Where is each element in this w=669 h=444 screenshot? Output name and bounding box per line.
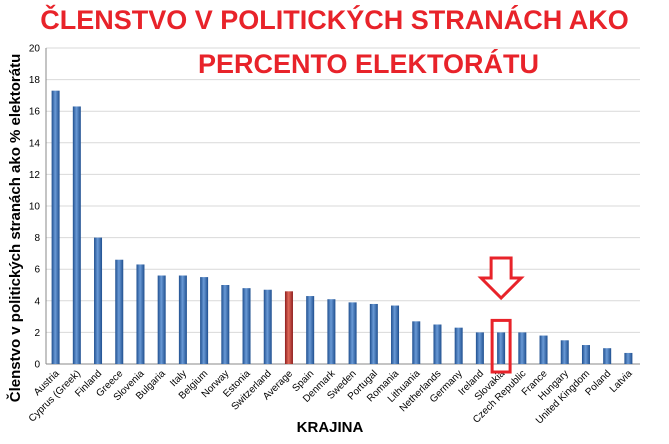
bar-hungary [560,340,569,364]
bar-denmark [327,299,336,364]
bar-austria [51,90,60,364]
y-tick-label: 8 [34,233,40,244]
y-tick-label: 4 [34,296,40,307]
bar-sweden [348,302,357,364]
y-tick-label: 14 [29,138,41,149]
bar-cyprus-greek [72,106,81,365]
bar-italy [178,275,187,364]
bar-netherlands [433,324,442,364]
y-tick-label: 20 [29,44,41,55]
bar-czech-republic [518,332,527,364]
chart-title-line1: ČLENSTVO V POLITICKÝCH STRANÁCH AKO [40,5,629,35]
highlight-box [490,318,512,374]
bar-finland [94,237,103,364]
bar-belgium [200,277,209,364]
y-tick-label: 10 [29,202,41,213]
down-arrow-icon [477,256,525,301]
bar-lithuania [412,321,421,364]
y-axis-label: Členstvo v politických stranách ako % el… [6,54,24,402]
bar-average [284,291,293,364]
bar-norway [221,285,230,364]
y-tick-label: 12 [29,170,41,181]
bar-poland [603,348,612,364]
bar-estonia [242,288,251,364]
chart-title-line2: PERCENTO ELEKTORÁTU [197,49,540,79]
bar-slovakia [497,332,506,364]
bar-portugal [369,303,378,364]
bar-germany [454,327,463,364]
bar-bulgaria [157,275,166,364]
y-tick-label: 6 [34,265,40,276]
y-tick-label: 16 [29,107,41,118]
bar-slovenia [136,264,145,364]
bar-ireland [475,332,484,364]
bar-switzerland [263,289,272,364]
bar-spain [306,296,315,364]
bar-romania [391,305,400,364]
bar-united-kingdom [581,345,590,364]
slovakia-highlight-annotation [477,256,525,374]
x-tick-label: Latvia [608,368,635,395]
y-tick-label: 18 [29,75,41,86]
bar-greece [115,259,124,364]
bar-france [539,335,548,364]
x-axis-label: KRAJINA [297,419,364,436]
y-tick-label: 2 [34,328,40,339]
y-tick-label: 0 [34,360,40,371]
bar-latvia [624,352,633,364]
